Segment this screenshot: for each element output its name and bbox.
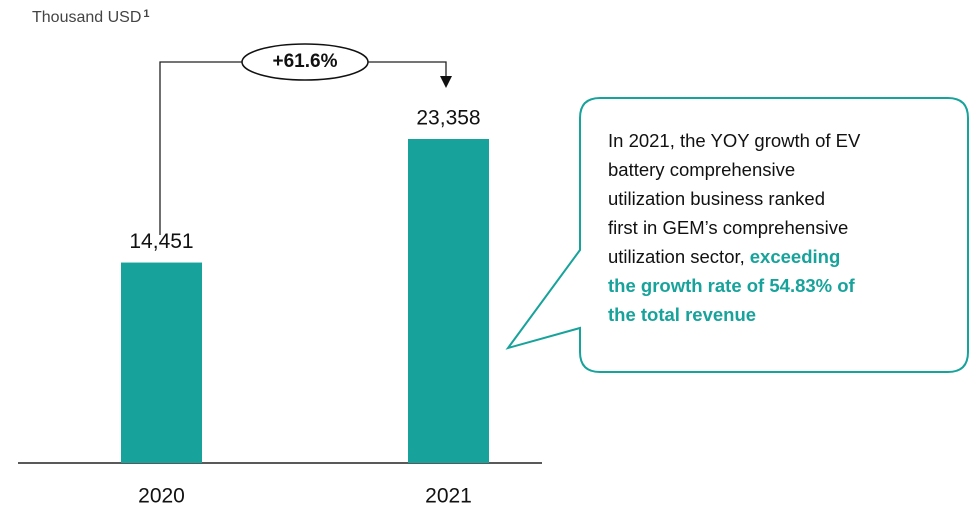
callout-text: In 2021, the YOY growth of EV <box>608 130 861 151</box>
annotation: +61.6% <box>273 51 338 72</box>
callout-line: the growth rate of 54.83% of <box>608 275 856 296</box>
callout-highlight: the growth rate of 54.83% of <box>608 275 856 296</box>
callout-line: utilization sector, exceeding <box>608 246 840 267</box>
callout-line: the total revenue <box>608 304 756 325</box>
callout-highlight: exceeding <box>750 246 841 267</box>
callout-box <box>505 97 969 373</box>
callout-highlight: the total revenue <box>608 304 756 325</box>
value-label: 23,358 <box>416 107 480 130</box>
callout-text: utilization business ranked <box>608 188 825 209</box>
callout-text: utilization sector, <box>608 246 745 267</box>
callout-line: In 2021, the YOY growth of EV <box>608 130 861 151</box>
callout-line: first in GEM’s comprehensive <box>608 217 848 238</box>
callout-text: battery comprehensive <box>608 159 795 180</box>
x-tick-label: 2021 <box>425 485 472 505</box>
x-tick-label: 2020 <box>138 485 185 505</box>
value-label: 14,451 <box>129 230 193 253</box>
callout-text: first in GEM’s comprehensive <box>608 217 848 238</box>
callout-line: battery comprehensive <box>608 159 795 180</box>
unit-note: 1 <box>143 8 149 20</box>
unit-label: Thousand USD 1 <box>32 8 150 26</box>
callout-line: utilization business ranked <box>608 188 825 209</box>
bar <box>408 139 489 463</box>
arrow-head <box>440 76 452 88</box>
unit-text: Thousand USD <box>32 9 141 26</box>
annotation-ellipse <box>241 43 369 81</box>
bar <box>121 262 202 463</box>
growth-connector <box>159 61 447 235</box>
